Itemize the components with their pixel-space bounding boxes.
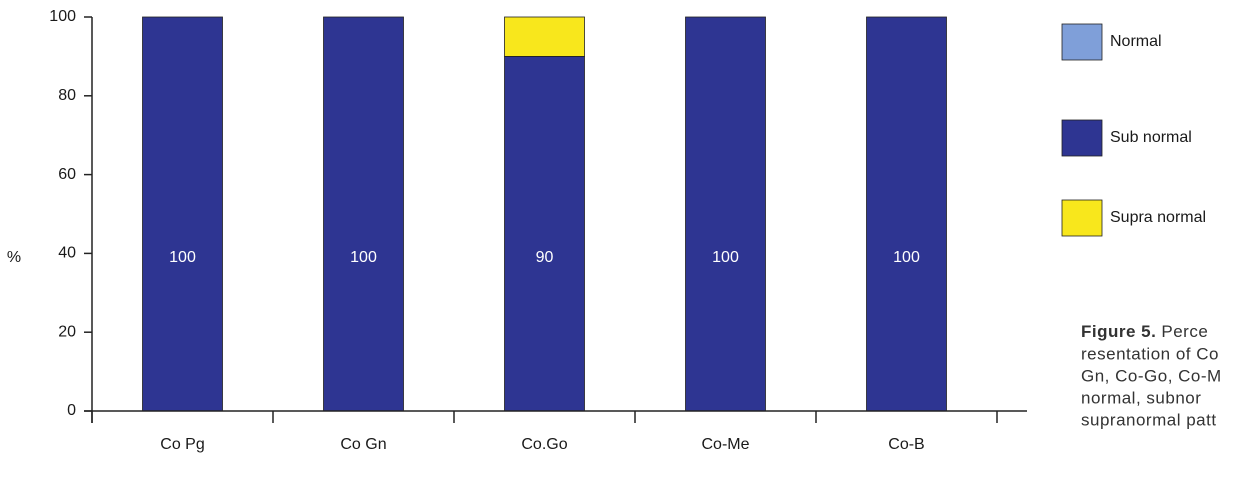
caption-line: resentation of Co [1081, 344, 1219, 363]
y-tick-label: 80 [58, 87, 76, 104]
caption-text: Perce [1161, 322, 1208, 341]
caption-line: Gn, Co-Go, Co-M [1081, 366, 1222, 385]
caption: Figure 5. Perce [1081, 322, 1208, 341]
bar-segment [866, 16, 947, 412]
y-axis-label: % [7, 249, 21, 266]
value-label: 100 [169, 249, 196, 266]
caption-line: normal, subnor [1081, 388, 1201, 407]
legend-swatch [1061, 119, 1103, 157]
x-tick-label: Co Pg [160, 436, 204, 453]
legend-label: Supra normal [1110, 209, 1206, 226]
y-tick-label: 100 [49, 8, 76, 25]
x-tick-label: Co.Go [521, 436, 567, 453]
y-tick-label: 0 [67, 402, 76, 419]
legend-label: Sub normal [1110, 129, 1192, 146]
value-label: 100 [350, 249, 377, 266]
y-tick-label: 60 [58, 166, 76, 183]
bar-segment [504, 16, 585, 57]
x-tick-label: Co-B [888, 436, 924, 453]
x-tick-label: Co Gn [340, 436, 386, 453]
caption-label: Figure 5. [1081, 322, 1156, 341]
legend-swatch [1061, 199, 1103, 237]
y-tick-label: 20 [58, 323, 76, 340]
caption-line: supranormal patt [1081, 410, 1217, 429]
value-label: 100 [712, 249, 739, 266]
x-tick-label: Co-Me [701, 436, 749, 453]
y-tick-label: 40 [58, 245, 76, 262]
bar-segment [504, 56, 585, 412]
value-label: 100 [893, 249, 920, 266]
bar-segment [323, 16, 404, 412]
legend-label: Normal [1110, 33, 1162, 50]
bar-segment [142, 16, 223, 412]
bar-segment [685, 16, 766, 412]
value-label: 90 [536, 249, 554, 266]
legend-swatch [1061, 23, 1103, 61]
